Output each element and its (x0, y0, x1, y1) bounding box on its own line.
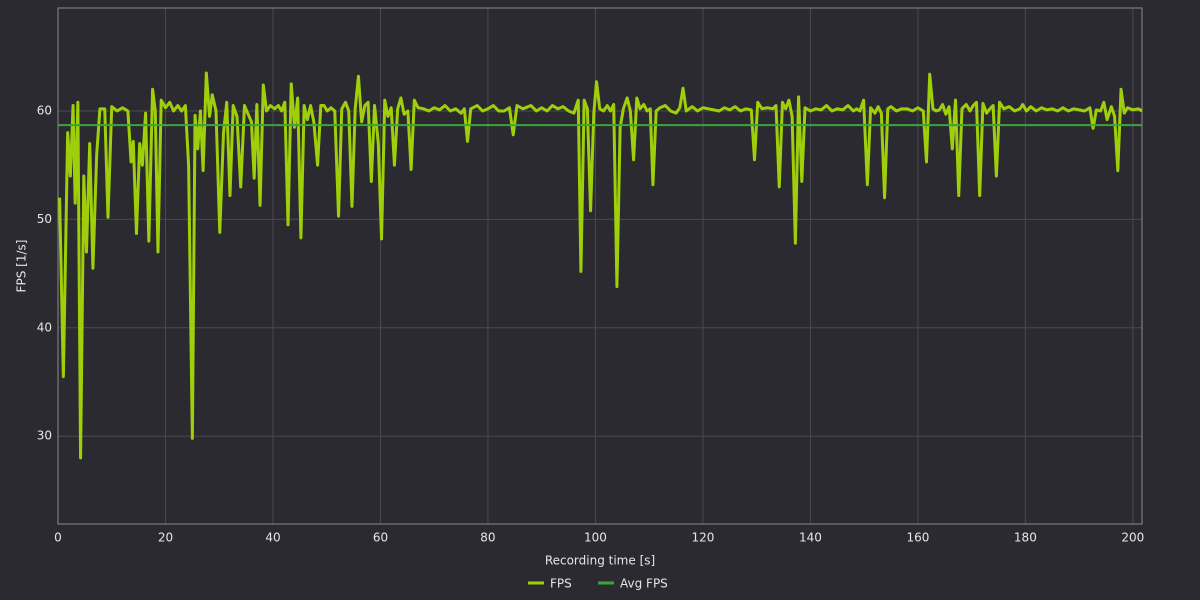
y-tick-label: 40 (37, 320, 52, 334)
x-tick-label: 100 (584, 531, 607, 545)
legend-label: FPS (550, 577, 572, 591)
x-tick-label: 160 (906, 531, 929, 545)
x-axis-label: Recording time [s] (545, 554, 655, 568)
y-tick-label: 50 (37, 212, 52, 226)
x-tick-label: 20 (158, 531, 173, 545)
x-tick-label: 40 (265, 531, 280, 545)
x-tick-label: 80 (480, 531, 495, 545)
x-tick-label: 180 (1014, 531, 1037, 545)
x-tick-label: 120 (691, 531, 714, 545)
y-tick-label: 30 (37, 429, 52, 443)
legend-label: Avg FPS (620, 577, 668, 591)
x-tick-label: 200 (1121, 531, 1144, 545)
y-tick-label: 60 (37, 103, 52, 117)
x-tick-label: 60 (373, 531, 388, 545)
x-tick-label: 140 (799, 531, 822, 545)
x-tick-label: 0 (54, 531, 62, 545)
plot-border (57, 7, 1143, 525)
y-axis-label: FPS [1/s] (15, 240, 29, 293)
line-series (58, 71, 1143, 460)
